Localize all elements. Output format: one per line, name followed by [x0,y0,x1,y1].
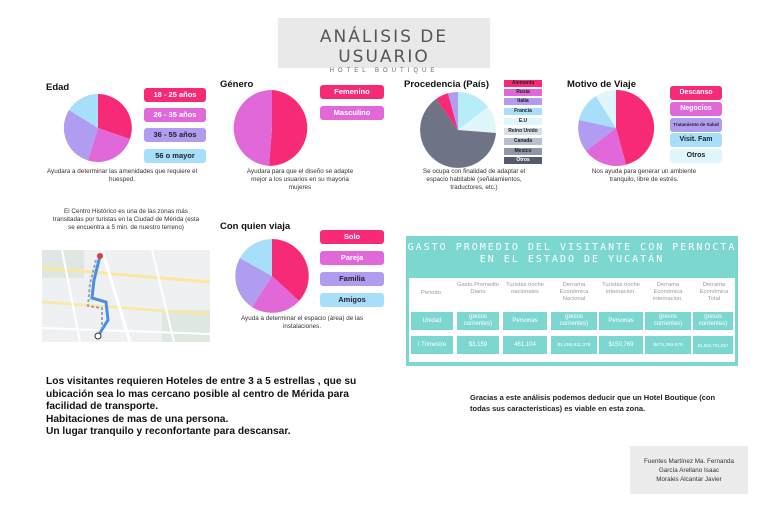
gasto-value-4: $1,456,611,378 [551,336,597,354]
genero-title: Género [220,79,254,90]
quien-option-3: Familia [320,272,384,286]
procedencia-option-8: Mexico [504,148,542,155]
quien-option-4: Amigos [320,293,384,307]
quien-slice-pareja [252,276,299,313]
procedencia-caption: Se ocupa con finalidad de adaptar el esp… [422,168,526,191]
procedencia-option-2: Rusia [504,89,542,96]
procedencia-title: Procedencia (País) [404,79,490,90]
gasto-value-1: I Trimestre [411,336,453,354]
quien-title: Con quien viaja [220,221,291,232]
gasto-value-6: $476,259,579 [645,336,691,354]
gasto-value-2: $3,159 [457,336,499,354]
gasto-unit-6: (pesos corrientes) [645,312,691,330]
gasto-table: Periodo Gasto Promedio Diario Turistas n… [409,278,735,362]
procedencia-slice-pale [458,107,497,133]
gasto-unit-5: Personas [599,312,643,330]
quien-slice-familia [235,258,272,307]
quien-slice-amigos [240,239,272,276]
quien-option-2: Pareja [320,251,384,265]
procedencia-option-4: Francia [504,108,542,115]
gasto-value-7: $1,932,701,557 [693,336,733,354]
edad-option-3: 36 - 55 años [144,128,206,142]
genero-option-1: Femenino [320,85,384,99]
quien-pie-chart [235,239,309,313]
edad-option-1: 18 - 25 años [144,88,206,102]
genero-slice-femenino [269,90,308,166]
edad-option-2: 26 - 35 años [144,108,206,122]
gasto-unit-1: Unidad [411,312,453,330]
motivo-option-1: Descanso [670,86,722,100]
genero-caption: Ayudara para que el diseño se adapte mej… [246,168,354,191]
edad-slice-26-35 [88,128,130,162]
city-map [42,250,210,342]
conclusion-line-3: Un lugar tranquilo y reconfortante para … [46,426,291,437]
edad-option-4: 56 o mayor [144,149,206,163]
map-image [42,250,210,342]
genero-slice-masculino [233,89,272,166]
procedencia-slice-pink [436,93,458,130]
motivo-caption: Nos ayuda para generar un ambiente tranq… [591,168,697,183]
motivo-slice-negocios [586,128,626,166]
author-2: García Arellano Isaac [658,467,720,474]
procedencia-slice-lav [448,91,458,130]
author-1: Fuentes Martínez Ma. Fernanda [644,458,734,465]
gasto-header-3: Turistas noche nacionales [506,282,544,295]
authors-box: Fuentes Martínez Ma. Fernanda García Are… [630,446,748,494]
gasto-header-1: Periodo [421,290,441,296]
motivo-pie-chart [578,89,655,166]
map-caption: El Centro Histórico es una de las zonas … [52,208,200,231]
gasto-value-3: 461,104 [503,336,547,354]
procedencia-slice-mexico [420,99,496,168]
conclusion-line-2: Habitaciones de mas de una persona. [46,413,229,425]
procedencia-option-9: Otros [504,157,542,164]
motivo-option-4: Visit. Fam [670,133,722,147]
edad-slice-36-55 [63,110,98,161]
gasto-header-4: Derrama Económica Nacional [559,282,589,302]
motivo-slice-descanso [616,89,655,165]
genero-pie-chart [233,89,308,166]
gasto-value-5: $150,769 [599,336,643,354]
edad-caption: Ayudara a determinar las amenidades que … [46,168,198,183]
gasto-unit-4: (pesos corrientes) [551,312,597,330]
gasto-table-title: GASTO PROMEDIO DEL VISITANTE CON PERNOCT… [407,242,737,265]
gasto-header-7: Derrama Económica Total [699,282,729,302]
edad-title: Edad [46,82,70,93]
procedencia-option-1: Alemania [504,80,542,87]
edad-slice-18-25 [98,94,132,139]
genero-option-2: Masculino [320,106,384,120]
procedencia-option-6: Reino Unido [504,128,542,135]
gasto-header-2: Gasto Promedio Diario [457,282,499,295]
page-title: ANÁLISIS DE USUARIO [319,27,449,67]
page-subtitle: HOTEL BOUTIQUE [329,68,439,74]
gasto-unit-3: Personas [503,312,547,330]
quien-caption: Ayuda a determinar el espacio (área) de … [240,315,364,330]
motivo-title: Motivo de Viaje [567,79,636,90]
gasto-unit-7: (pesos corrientes) [693,312,733,330]
procedencia-slice-light [458,92,488,130]
gasto-header-6: Derrama Económica internacion. [653,282,683,302]
procedencia-option-3: Italia [504,98,542,105]
edad-pie-chart [63,93,132,162]
procedencia-pie-chart [420,91,497,168]
motivo-option-3: Tratamiento de Salud [670,118,722,132]
motivo-slice-visita [579,96,616,128]
quien-slice-solo [272,239,309,301]
title-banner: ANÁLISIS DE USUARIO HOTEL BOUTIQUE [278,18,490,74]
motivo-slice-otros [596,90,616,128]
procedencia-option-5: E.U [504,118,542,125]
conclusion-left: Los visitantes requieren Hoteles de entr… [46,376,386,439]
edad-slice-56 [69,93,98,128]
conclusion-line-1: Los visitantes requieren Hoteles de entr… [46,376,357,412]
motivo-slice-salud [578,120,616,151]
gasto-header-5: Turistas noche internacion. [602,282,640,295]
quien-option-1: Solo [320,230,384,244]
gasto-unit-2: (pesos corrientes) [457,312,499,330]
author-3: Morales Alcantar Javier [656,476,722,483]
motivo-option-2: Negocios [670,102,722,116]
conclusion-right: Gracias a este análisis podemos deducir … [470,393,716,413]
procedencia-option-7: Canada [504,138,542,145]
gasto-table-panel: GASTO PROMEDIO DEL VISITANTE CON PERNOCT… [406,236,738,366]
motivo-option-5: Otros [670,149,722,163]
